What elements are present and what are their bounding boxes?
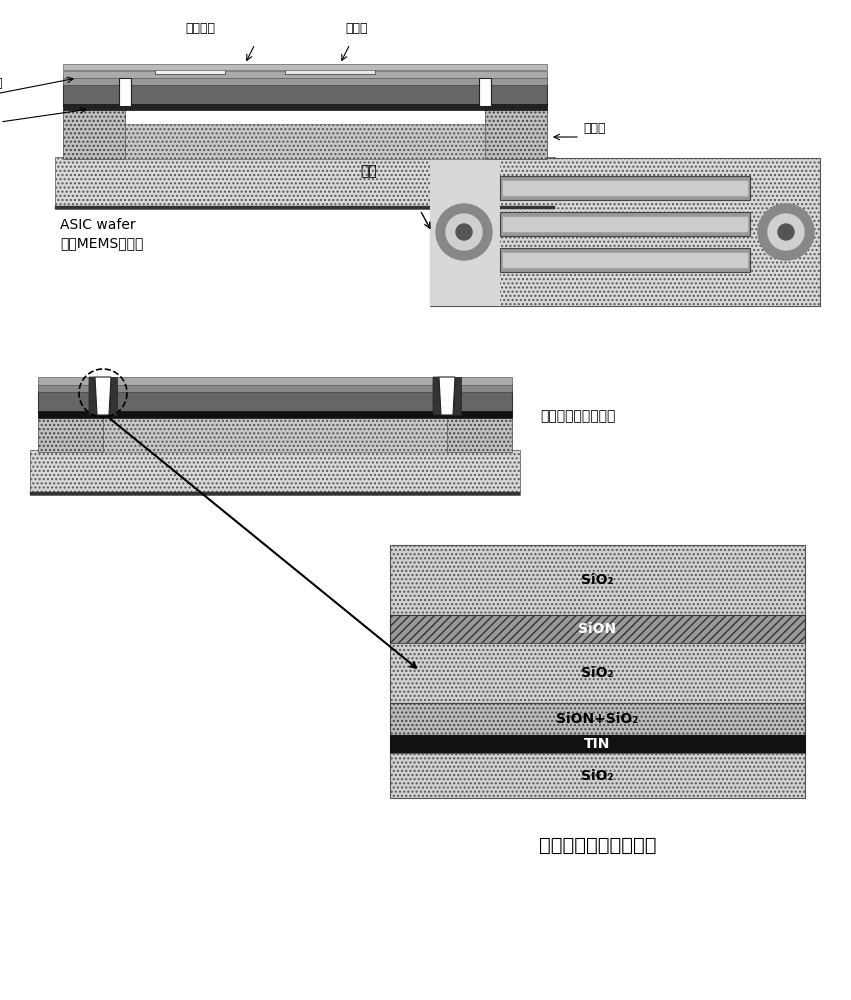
Text: SiO₂: SiO₂ <box>581 573 614 587</box>
Bar <box>38 391 512 413</box>
Bar <box>38 411 512 418</box>
Bar <box>390 615 805 643</box>
Bar <box>390 643 805 703</box>
Bar <box>502 216 748 232</box>
Bar <box>502 180 748 196</box>
Bar <box>38 377 512 385</box>
Circle shape <box>456 224 472 240</box>
Bar <box>55 157 555 209</box>
Text: SiO₂: SiO₂ <box>581 768 614 782</box>
Bar <box>55 206 555 209</box>
Bar <box>63 71 547 78</box>
Circle shape <box>436 204 492 260</box>
Polygon shape <box>89 377 97 415</box>
Circle shape <box>446 214 482 250</box>
Bar <box>38 400 103 452</box>
Bar <box>63 77 547 85</box>
Bar <box>30 450 520 495</box>
Text: 俯视: 俯视 <box>360 164 377 178</box>
Bar <box>63 64 547 70</box>
Bar <box>390 735 805 753</box>
Bar <box>63 109 125 159</box>
Circle shape <box>758 204 814 260</box>
Text: 释放保护层: 释放保护层 <box>0 77 3 90</box>
Bar <box>390 545 805 615</box>
Bar <box>430 158 820 306</box>
Bar <box>390 753 805 798</box>
Polygon shape <box>433 377 441 415</box>
Bar <box>447 400 512 452</box>
Circle shape <box>768 214 804 250</box>
Bar <box>125 124 485 159</box>
Polygon shape <box>453 377 461 415</box>
Circle shape <box>778 224 794 240</box>
Bar <box>502 252 748 268</box>
Text: TIN: TIN <box>585 737 611 751</box>
Text: 金属电极: 金属电极 <box>185 22 215 35</box>
Polygon shape <box>439 377 455 415</box>
Bar <box>30 492 520 495</box>
Text: 普通红外结构示意图: 普通红外结构示意图 <box>540 409 615 423</box>
Bar <box>500 176 750 200</box>
Text: SiON: SiON <box>579 622 617 636</box>
Bar <box>485 109 547 159</box>
Polygon shape <box>95 377 111 415</box>
Bar <box>63 84 547 106</box>
Text: SiON+SiO₂: SiON+SiO₂ <box>557 712 638 726</box>
Text: SiO₂: SiO₂ <box>581 666 614 680</box>
Bar <box>479 78 491 106</box>
Bar <box>390 703 805 735</box>
Text: 感光层: 感光层 <box>345 22 368 35</box>
Bar <box>500 248 750 272</box>
Bar <box>63 104 547 110</box>
Bar <box>38 384 512 392</box>
Bar <box>155 69 225 74</box>
Text: 释放层: 释放层 <box>583 122 606 135</box>
Bar <box>500 212 750 236</box>
Text: ASIC wafer: ASIC wafer <box>60 218 135 232</box>
Bar <box>285 69 375 74</box>
Bar <box>103 417 447 452</box>
Bar <box>430 158 500 306</box>
Polygon shape <box>109 377 117 415</box>
Text: 普通桥梁结构层示意图: 普通桥梁结构层示意图 <box>539 836 656 855</box>
Bar <box>119 78 131 106</box>
Text: 红外MEMS示例图: 红外MEMS示例图 <box>60 236 143 250</box>
